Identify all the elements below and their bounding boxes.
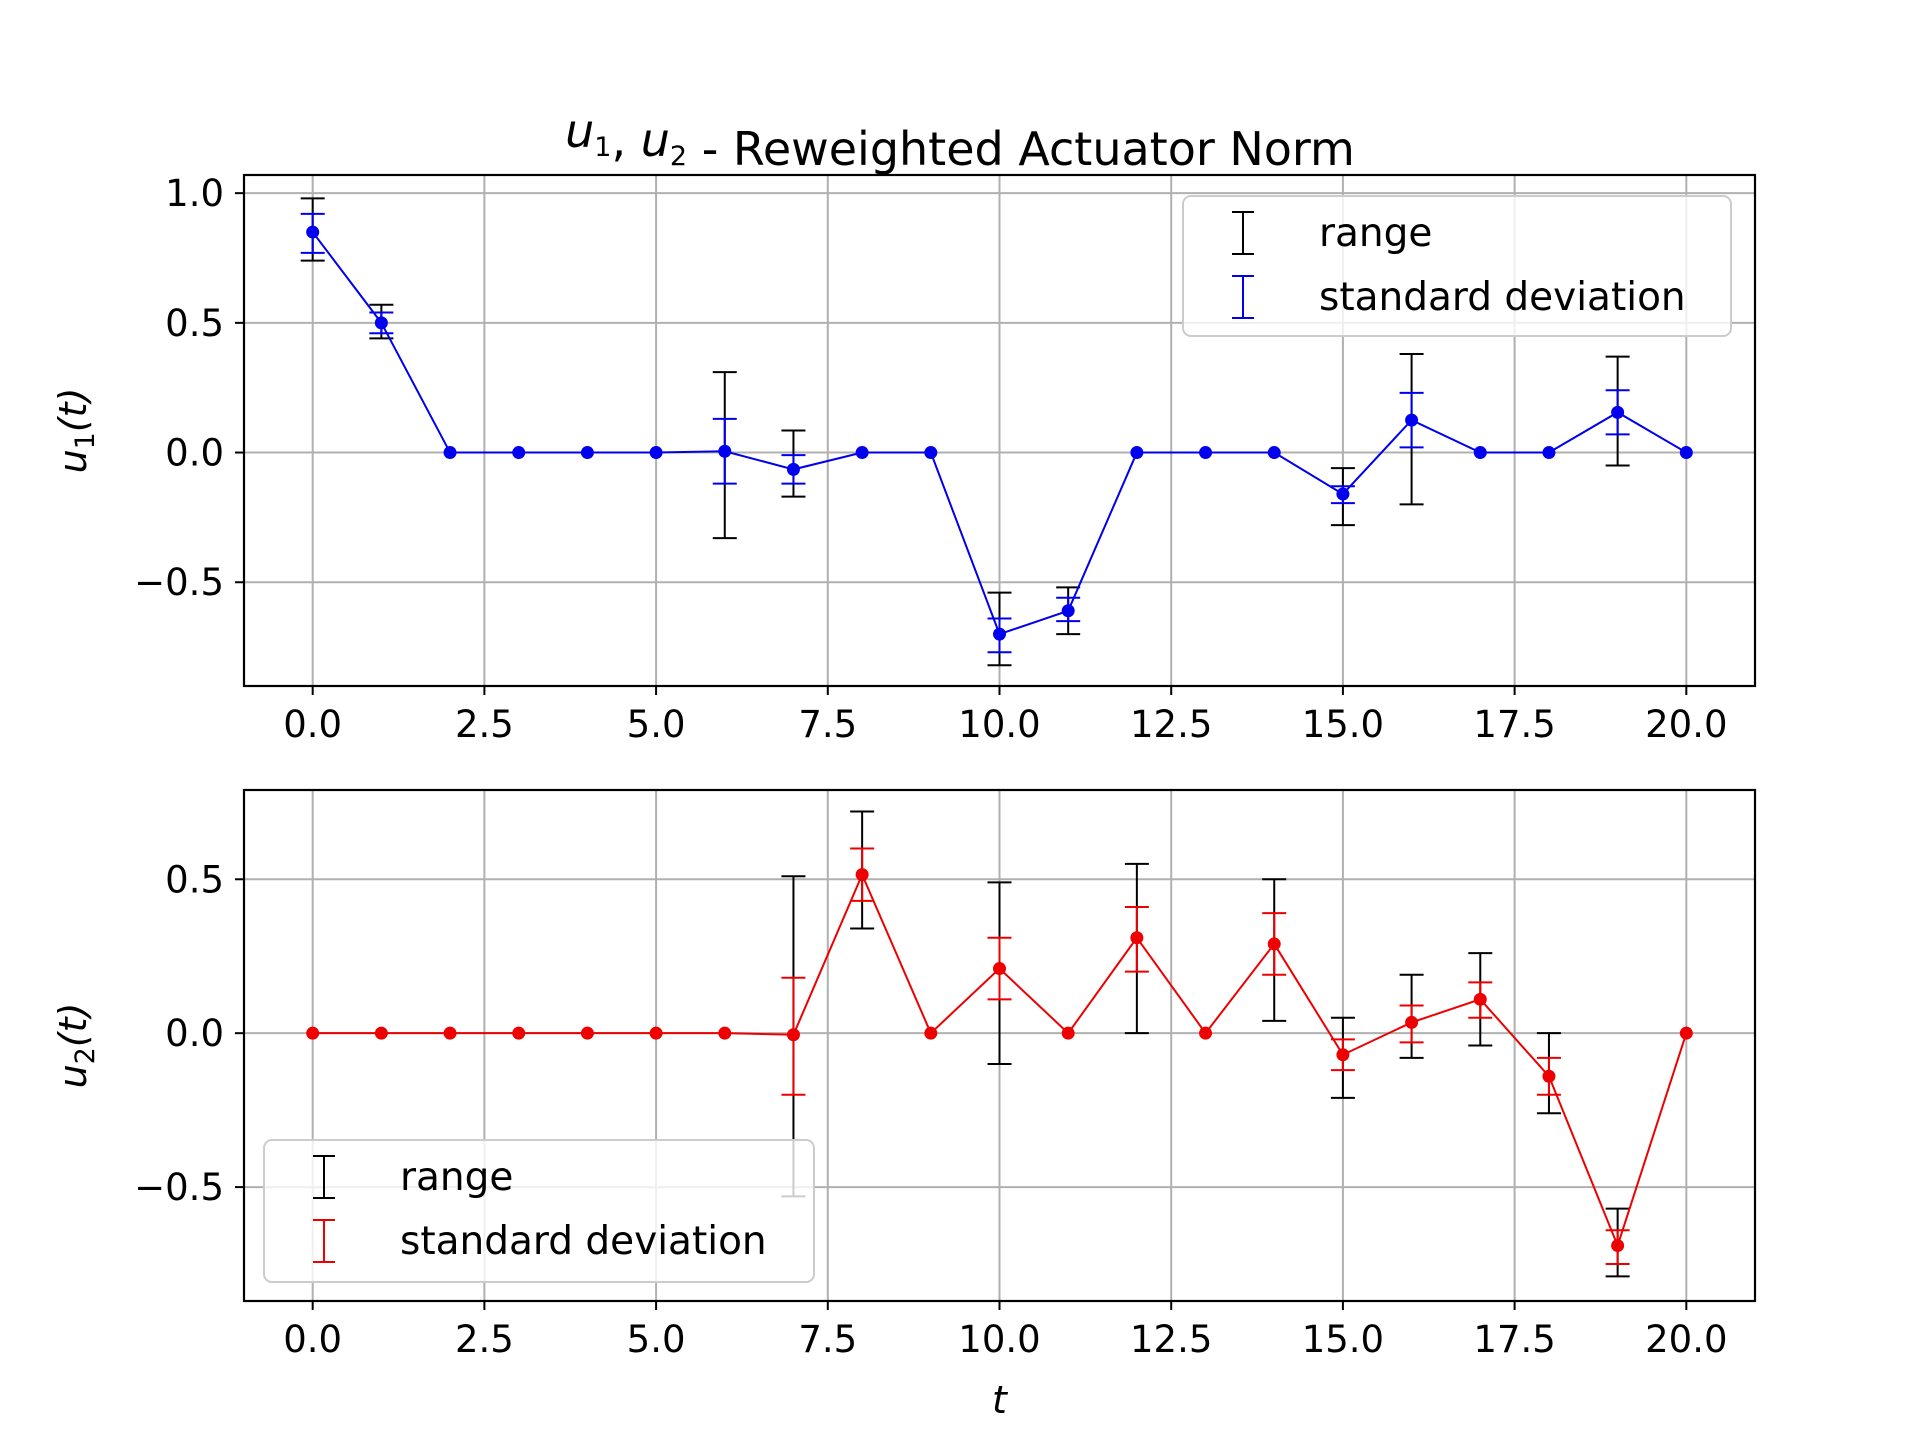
mean-points <box>306 225 1693 641</box>
data-point <box>718 1026 732 1040</box>
x-tick-label: 20.0 <box>1645 1318 1727 1361</box>
y-tick-label: 0.0 <box>165 432 224 475</box>
x-tick-label: 17.5 <box>1473 703 1555 746</box>
x-tick-label: 7.5 <box>798 1318 857 1361</box>
x-tick-label: 2.5 <box>455 703 514 746</box>
x-tick-label: 17.5 <box>1473 1318 1555 1361</box>
x-tick-label: 20.0 <box>1645 703 1727 746</box>
data-point <box>1405 413 1419 427</box>
legend: range standard deviation <box>263 1139 815 1283</box>
y-tick-label: −0.5 <box>134 1166 224 1209</box>
legend-item-std-label: standard deviation <box>1319 275 1686 320</box>
x-tick-label: 12.5 <box>1130 703 1212 746</box>
legend-item-range: range <box>313 1155 513 1200</box>
x-tick-label: 2.5 <box>455 1318 514 1361</box>
x-tick-label: 15.0 <box>1302 703 1384 746</box>
data-point <box>580 446 594 460</box>
x-axis-label: t <box>992 1378 1009 1422</box>
u2-subplot: 0.0 2.5 5.0 7.5 10.0 12.5 15.0 17.5 20.0 0.5 0.0 −0… <box>51 788 1757 1422</box>
data-point <box>993 627 1006 641</box>
data-point <box>718 444 732 458</box>
data-point <box>993 962 1006 976</box>
data-point <box>1542 1069 1556 1083</box>
data-point <box>1473 446 1487 460</box>
data-point <box>924 446 938 460</box>
data-point <box>306 1026 320 1040</box>
data-point <box>786 1028 800 1042</box>
x-tick-label: 10.0 <box>958 703 1040 746</box>
x-tick-label: 15.0 <box>1302 1318 1384 1361</box>
x-tick-label: 5.0 <box>627 1318 686 1361</box>
data-point <box>1611 1239 1625 1253</box>
y-tick-label: 0.0 <box>165 1012 224 1055</box>
data-point <box>1199 446 1213 460</box>
data-point <box>786 462 800 476</box>
data-point <box>649 446 663 460</box>
data-point <box>1336 1048 1350 1062</box>
legend-item-range: range <box>1232 211 1432 256</box>
data-point <box>855 868 869 882</box>
legend: range standard deviation <box>1182 195 1732 337</box>
data-point <box>443 1026 457 1040</box>
data-point <box>1267 446 1281 460</box>
data-point <box>649 1026 663 1040</box>
y-axis-label: u2(t) <box>51 1003 101 1089</box>
data-point <box>1679 446 1693 460</box>
data-point <box>1199 1026 1213 1040</box>
data-point <box>1130 446 1144 460</box>
legend-box <box>1182 195 1732 337</box>
legend-box <box>263 1139 815 1283</box>
y-axis: 0.5 0.0 −0.5 <box>134 858 244 1209</box>
mean-points <box>306 868 1693 1253</box>
x-tick-label: 0.0 <box>283 703 342 746</box>
x-axis: 0.0 2.5 5.0 7.5 10.0 12.5 15.0 17.5 20.0 <box>283 686 1728 746</box>
data-point <box>855 446 869 460</box>
data-point <box>1473 992 1487 1006</box>
data-point <box>374 316 388 330</box>
data-point <box>580 1026 594 1040</box>
figure-title: u1, u2 - Reweighted Actuator Norm <box>565 104 1355 176</box>
data-point <box>306 225 320 239</box>
data-point <box>1336 487 1350 501</box>
data-point <box>1405 1015 1419 1029</box>
u1-subplot: 0.0 2.5 5.0 7.5 10.0 12.5 15.0 17.5 20.0 1.0 0.5 0.… <box>51 172 1757 746</box>
x-axis: 0.0 2.5 5.0 7.5 10.0 12.5 15.0 17.5 20.0 <box>283 1301 1728 1361</box>
error-bars <box>781 810 1630 1278</box>
y-axis: 1.0 0.5 0.0 −0.5 <box>134 172 244 604</box>
x-tick-label: 10.0 <box>958 1318 1040 1361</box>
x-tick-label: 12.5 <box>1130 1318 1212 1361</box>
data-point <box>1679 1026 1693 1040</box>
x-tick-label: 7.5 <box>798 703 857 746</box>
data-point <box>443 446 457 460</box>
y-tick-label: 1.0 <box>165 172 224 215</box>
data-point <box>1061 1026 1075 1040</box>
data-point <box>1542 446 1556 460</box>
y-tick-label: 0.5 <box>165 858 224 901</box>
x-tick-label: 0.0 <box>283 1318 342 1361</box>
legend-item-std-label: standard deviation <box>400 1219 767 1264</box>
legend-item-range-label: range <box>400 1155 513 1200</box>
y-tick-label: −0.5 <box>134 561 224 604</box>
data-point <box>512 1026 526 1040</box>
legend-item-std: standard deviation <box>313 1219 767 1264</box>
data-point <box>1130 931 1144 945</box>
x-tick-label: 5.0 <box>627 703 686 746</box>
data-point <box>1267 937 1281 951</box>
data-point <box>1061 604 1075 618</box>
data-point <box>512 446 526 460</box>
y-axis-label: u1(t) <box>51 388 101 474</box>
data-point <box>924 1026 938 1040</box>
data-point <box>1611 405 1625 419</box>
legend-item-std: standard deviation <box>1232 275 1686 320</box>
data-point <box>374 1026 388 1040</box>
legend-item-range-label: range <box>1319 211 1432 256</box>
y-tick-label: 0.5 <box>165 302 224 345</box>
